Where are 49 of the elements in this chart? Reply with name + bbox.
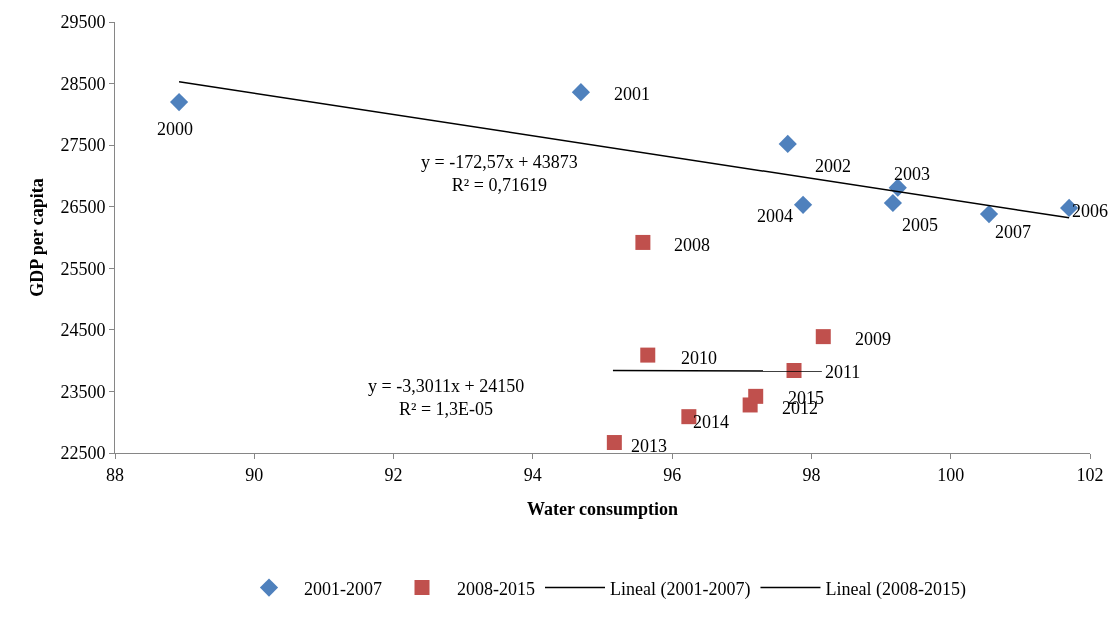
point (606, 435, 622, 451)
point (883, 193, 903, 213)
x-tick-label: 100 (937, 464, 965, 485)
annotation: 2004 (757, 206, 793, 226)
annotation: 2005 (902, 215, 938, 235)
legend-label: Lineal (2001-2007) (610, 578, 751, 600)
point (748, 388, 764, 404)
annotation: 2011 (825, 362, 861, 382)
x-tick-label: 94 (523, 464, 542, 485)
annotation: 2007 (995, 222, 1031, 242)
annotation: y = -3,3011x + 24150 R² = 1,3E-05 (368, 376, 525, 420)
y-tick-label: 26500 (60, 197, 106, 218)
x-tick-label: 96 (663, 464, 682, 485)
point (979, 205, 999, 224)
y-tick-label: 29500 (60, 12, 106, 33)
x-tick-label: 88 (106, 464, 124, 485)
x-tick-label: 102 (1076, 464, 1104, 485)
y-tick-label: 23500 (60, 381, 106, 402)
y-tick-label: 27500 (60, 135, 106, 156)
point (815, 329, 831, 345)
annotation: 2009 (855, 329, 891, 349)
point (778, 134, 797, 154)
point (169, 92, 189, 112)
point (571, 83, 591, 102)
x-tick-label: 92 (384, 464, 403, 485)
annotation: 2013 (631, 436, 667, 456)
annotation: y = -172,57x + 43873 R² = 0,71619 (421, 152, 578, 196)
legend-label: Lineal (2008-2015) (825, 578, 966, 600)
x-axis-title: Water consumption (526, 498, 679, 519)
x-tick-label: 98 (802, 464, 821, 485)
y-tick-label: 28500 (60, 73, 106, 94)
legend-label: 2001-2007 (304, 578, 382, 599)
annotation: 2003 (894, 164, 930, 184)
annotation: 2000 (157, 119, 193, 139)
point (635, 234, 651, 250)
annotation: 2006 (1072, 201, 1108, 221)
y-tick-label: 24500 (60, 320, 106, 341)
annotation: 2001 (614, 84, 650, 104)
annotation: 2002 (815, 156, 851, 176)
point (793, 195, 813, 214)
legend-label: 2008-2015 (457, 578, 535, 599)
point (640, 347, 656, 363)
annotation: 2010 (681, 348, 717, 368)
y-tick-label: 22500 (60, 443, 106, 464)
y-axis-title: GDP per capita (26, 178, 47, 297)
y-tick-label: 25500 (60, 258, 106, 279)
x-tick-label: 90 (245, 464, 264, 485)
annotation: 2008 (674, 235, 710, 255)
annotation: 2014 (693, 412, 729, 432)
